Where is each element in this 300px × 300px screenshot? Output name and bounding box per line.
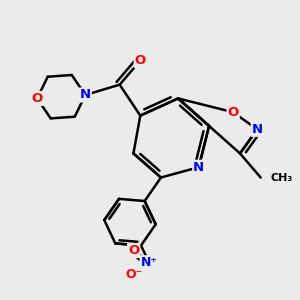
Text: N: N bbox=[252, 123, 263, 136]
Text: O: O bbox=[135, 54, 146, 67]
Text: O⁻: O⁻ bbox=[125, 268, 142, 281]
Text: O: O bbox=[32, 92, 43, 105]
Text: N⁺: N⁺ bbox=[141, 256, 158, 269]
Text: O: O bbox=[128, 244, 139, 257]
Text: N: N bbox=[193, 161, 204, 174]
Text: CH₃: CH₃ bbox=[271, 172, 293, 182]
Text: N: N bbox=[80, 88, 91, 101]
Text: O: O bbox=[227, 106, 239, 119]
